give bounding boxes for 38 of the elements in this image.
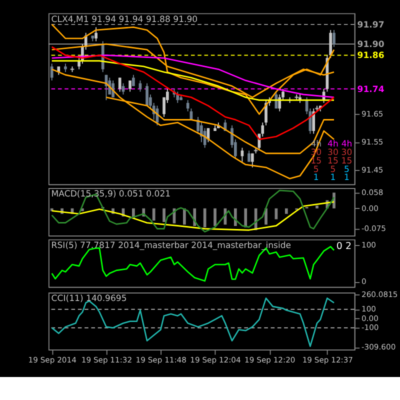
y-tick-label: 91.45 (362, 166, 384, 175)
y-tick-label: 0 (362, 277, 367, 286)
x-tick-label: 19 Sep 12:20 (244, 355, 296, 364)
y-tick-label: 0.058 (362, 188, 384, 198)
chart-title: CCI(11) 140.9695 (51, 294, 127, 304)
y-tick-label: -0.075 (362, 224, 386, 234)
y-tick-label: 0.00 (362, 204, 379, 213)
y-tick-label: -309.600 (362, 342, 396, 352)
chart-title: RSI(5) 77.7817 2014_masterbar 2014_masterbar_inside (51, 240, 292, 251)
annotation: 4h (341, 139, 352, 150)
y-tick-label: 260.0815 (362, 290, 398, 299)
x-tick-label: 19 Sep 11:48 (136, 355, 187, 364)
annotation: 1 (330, 172, 336, 183)
y-tick-label: 91.65 (362, 110, 384, 119)
ref-line-label: 91.86 (357, 51, 384, 62)
y-tick-label: 0.00 (362, 314, 379, 323)
x-tick-label: 19 Sep 12:04 (190, 355, 242, 364)
chart-title: MACD(15,35,9) 0.051 0.021 (51, 190, 171, 200)
x-tick-label: 19 Sep 12:37 (302, 355, 354, 364)
annotation: 4h (328, 139, 338, 150)
ref-line-label: 91.74 (357, 84, 384, 95)
annotation: 30 (328, 148, 338, 158)
y-tick-label: 100 (362, 304, 376, 314)
y-tick-label: 91.55 (362, 138, 384, 147)
annotation: 15 (341, 156, 352, 167)
annotation: 1 (344, 172, 350, 183)
annotation: 30 (341, 148, 352, 158)
y-tick-label: 100 (362, 240, 376, 250)
annotation: 0 2 (336, 240, 352, 252)
annotation: 1 (313, 172, 319, 183)
ref-line-label: 91.90 (357, 40, 384, 50)
chart-title: CLX4,M1 91.94 91.94 91.88 91.90 (51, 14, 198, 25)
y-tick-label: -100 (362, 323, 379, 332)
x-tick-label: 19 Sep 11:32 (81, 355, 132, 364)
annotation: 15 (328, 156, 338, 167)
x-tick-label: 19 Sep 2014 (28, 355, 77, 364)
ref-line-label: 91.97 (357, 20, 384, 30)
annotation: 15 (310, 156, 322, 167)
